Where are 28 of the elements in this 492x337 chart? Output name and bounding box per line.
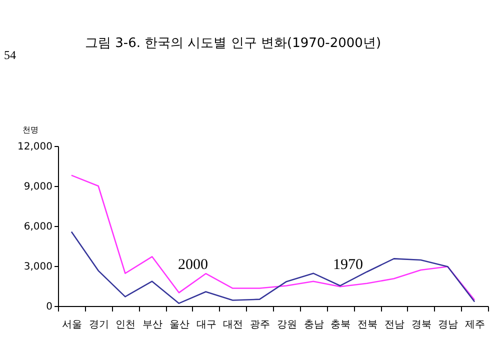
x-tick-label: 인천 (116, 320, 136, 330)
x-tick-label: 제주 (465, 320, 486, 330)
y-tick-label: 3,000 (24, 262, 52, 272)
line-series (70, 174, 476, 301)
y-tick-label: 9,000 (24, 182, 52, 192)
x-tick-label: 전북 (358, 320, 378, 330)
chart-title: 그림 3-6. 한국의 시도별 인구 변화(1970-2000년) (84, 36, 382, 51)
x-tick-label: 경남 (438, 320, 458, 330)
x-tick-label: 서울 (62, 320, 82, 330)
x-tick-label: 충북 (330, 320, 351, 330)
x-tick-label: 강원 (276, 320, 297, 330)
line-series (70, 231, 476, 304)
y-tick-label: 6,000 (24, 222, 52, 232)
y-tick-label: 0 (46, 302, 52, 312)
series-label: 2000 (178, 257, 208, 273)
text: 54 (4, 48, 16, 62)
x-tick-label: 울산 (169, 320, 190, 330)
x-tick-label: 충남 (304, 320, 324, 330)
x-tick-label: 대전 (223, 320, 244, 330)
series-label: 1970 (333, 257, 363, 273)
x-tick-label: 경기 (88, 320, 109, 330)
y-axis-title: 천명 (22, 126, 38, 134)
y-tick-label: 12,000 (18, 142, 52, 152)
x-tick-label: 광주 (250, 320, 270, 330)
x-tick-label: 대구 (196, 320, 216, 330)
x-tick-label: 경북 (411, 320, 432, 330)
x-tick-label: 전남 (384, 320, 404, 330)
x-tick-label: 부산 (142, 320, 163, 330)
